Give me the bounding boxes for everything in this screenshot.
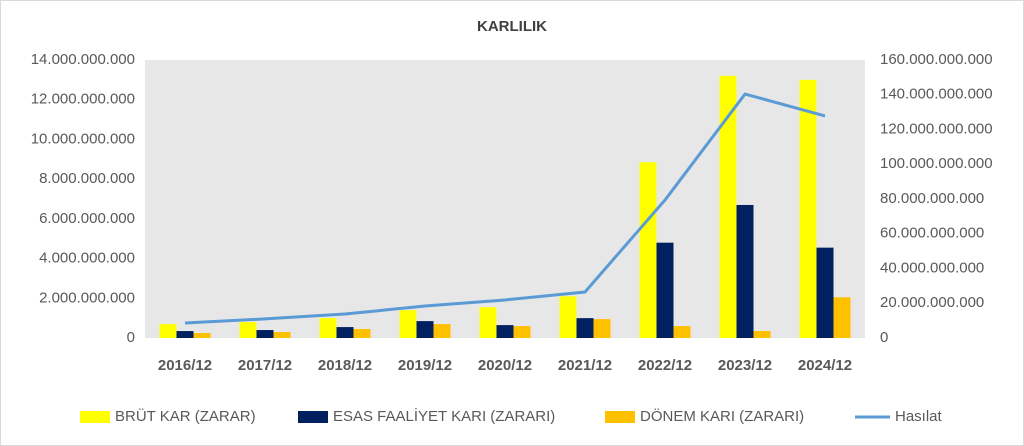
legend-label: Hasılat	[895, 408, 943, 425]
bar	[673, 326, 691, 338]
line	[184, 92, 826, 325]
y2-tick-label: 140.000.000.000	[880, 86, 993, 103]
y2-tick-label: 100.000.000.000	[880, 155, 993, 172]
x-tick-label: 2018/12	[318, 357, 372, 374]
y2-tick-label: 60.000.000.000	[880, 225, 984, 242]
x-tick-label: 2022/12	[638, 357, 692, 374]
y-tick-label: 0	[127, 329, 135, 346]
chart-title: KARLILIK	[477, 18, 547, 35]
bar	[416, 321, 434, 338]
bar	[336, 327, 354, 338]
y2-tick-label: 160.000.000.000	[880, 51, 993, 68]
y2-tick-label: 0	[880, 329, 888, 346]
y-tick-label: 10.000.000.000	[31, 130, 135, 147]
bar	[353, 329, 371, 338]
bar	[593, 319, 611, 338]
bar	[639, 162, 657, 338]
x-tick-label: 2024/12	[798, 357, 852, 374]
x-tick-label: 2016/12	[158, 357, 212, 374]
bar	[479, 307, 497, 338]
y2-tick-label: 40.000.000.000	[880, 259, 984, 276]
x-tick-label: 2020/12	[478, 357, 532, 374]
y2-tick-label: 20.000.000.000	[880, 294, 984, 311]
bar	[719, 75, 737, 338]
bar	[753, 331, 771, 338]
plot-area	[145, 60, 865, 338]
x-tick-label: 2017/12	[238, 357, 292, 374]
bar	[319, 318, 337, 338]
y-tick-label: 4.000.000.000	[39, 250, 135, 267]
bar	[239, 322, 257, 338]
bar	[816, 247, 834, 338]
bar	[559, 296, 577, 338]
legend-swatch	[605, 411, 635, 423]
bar	[576, 318, 594, 338]
y-tick-label: 2.000.000.000	[39, 289, 135, 306]
bar	[399, 310, 417, 338]
bar	[273, 332, 291, 338]
bar	[736, 204, 754, 338]
bar	[833, 297, 851, 338]
y-tick-label: 12.000.000.000	[31, 91, 135, 108]
x-tick-label: 2023/12	[718, 357, 772, 374]
bar	[799, 79, 817, 338]
y-tick-label: 6.000.000.000	[39, 210, 135, 227]
legend-label: BRÜT KAR (ZARAR)	[115, 407, 256, 425]
x-tick-label: 2019/12	[398, 357, 452, 374]
bar	[256, 330, 274, 338]
legend-label: ESAS FAALİYET KARI (ZARARI)	[333, 407, 555, 425]
bar	[513, 326, 531, 338]
legend-label: DÖNEM KARI (ZARARI)	[640, 407, 804, 425]
y-tick-label: 8.000.000.000	[39, 170, 135, 187]
y2-tick-label: 80.000.000.000	[880, 190, 984, 207]
bar	[433, 324, 451, 338]
bar	[176, 331, 194, 338]
legend-swatch	[80, 411, 110, 423]
bar	[496, 325, 514, 338]
y2-tick-label: 120.000.000.000	[880, 120, 993, 137]
bar	[159, 324, 177, 338]
bar	[193, 333, 211, 338]
x-tick-label: 2021/12	[558, 357, 612, 374]
bar	[656, 242, 674, 338]
legend-swatch	[298, 411, 328, 423]
y-tick-label: 14.000.000.000	[31, 51, 135, 68]
